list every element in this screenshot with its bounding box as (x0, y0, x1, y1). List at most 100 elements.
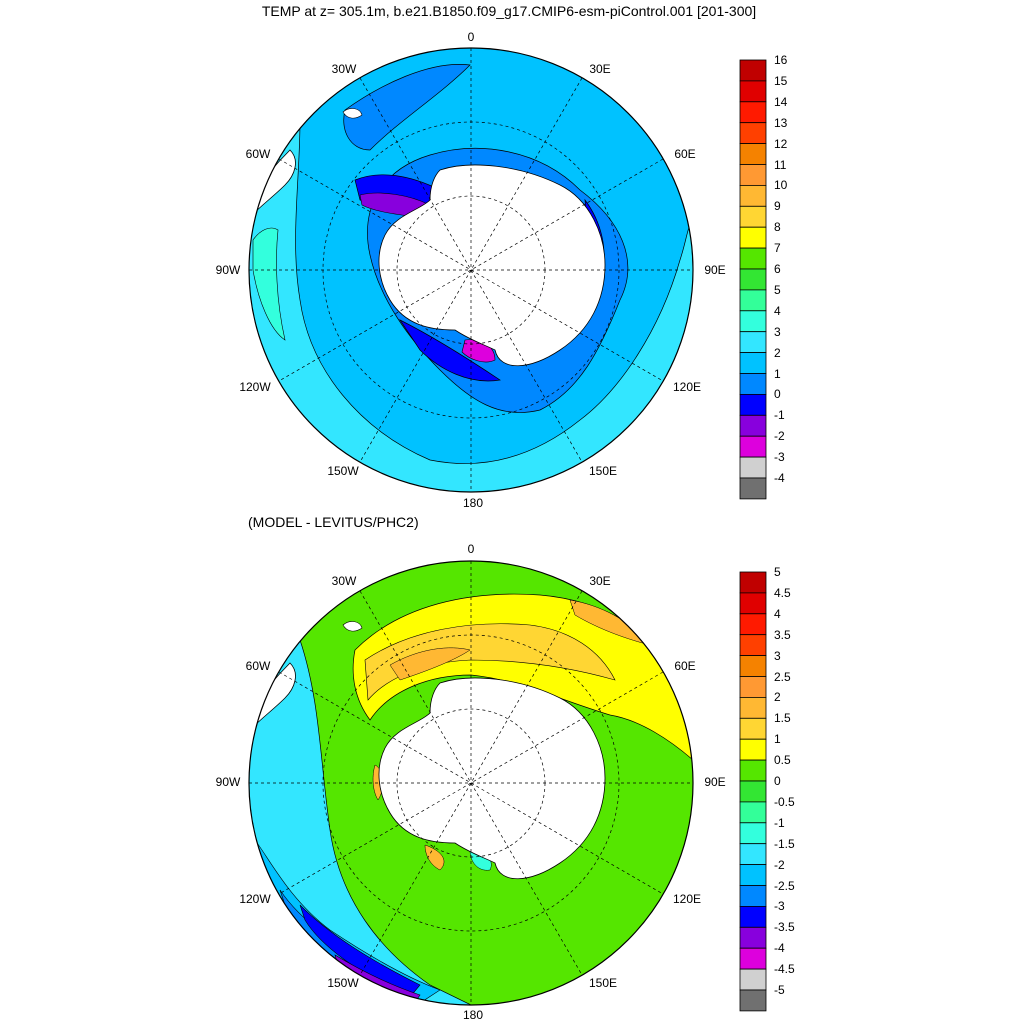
colorbar-box (739, 122, 767, 144)
colorbar-box (739, 143, 767, 165)
colorbar-box (739, 717, 767, 740)
lon-label-0: 0 (467, 30, 475, 44)
colorbar-box (739, 843, 767, 866)
lon-label-180: 180 (462, 496, 484, 510)
top-map-grid (249, 48, 693, 492)
difference-title: (MODEL - LEVITUS/PHC2) (248, 514, 419, 530)
lon-label-90e: 90E (704, 775, 726, 789)
lon-label-90e: 90E (704, 263, 726, 277)
colorbar-tick-label: 5 (774, 282, 781, 297)
colorbar-box (739, 780, 767, 803)
colorbar-tick-label: -0.5 (774, 794, 795, 809)
colorbar-tick-label: -1.5 (774, 836, 795, 851)
antarctica-landmass (378, 677, 606, 880)
colorbar-tick-label: 3 (774, 324, 781, 339)
colorbar-tick-label: 11 (774, 157, 787, 172)
colorbar-tick-label: 1.5 (774, 711, 791, 726)
lon-label-60e: 60E (674, 147, 696, 161)
colorbar-box (739, 759, 767, 782)
colorbar-tick-label: -2 (774, 429, 785, 444)
colorbar-tick-label: -1 (774, 408, 785, 423)
lon-label-150w: 150W (327, 464, 359, 478)
colorbar-box (739, 738, 767, 761)
colorbar-tick-label: -3.5 (774, 920, 795, 935)
lon-label-30w: 30W (331, 62, 357, 76)
colorbar-tick-label: -3 (774, 899, 785, 914)
lon-label-60w: 60W (245, 659, 271, 673)
lon-label-120w: 120W (239, 380, 271, 394)
colorbar-tick-label: -4 (774, 471, 785, 485)
antarctica-landmass (378, 164, 606, 367)
colorbar-box (739, 310, 767, 333)
colorbar-box (739, 885, 767, 907)
colorbar-box (739, 571, 767, 594)
colorbar-box (739, 331, 767, 354)
colorbar-box (739, 592, 767, 615)
colorbar-tick-label: 16 (774, 53, 788, 67)
colorbar-box (739, 101, 767, 124)
colorbar-box (739, 373, 767, 395)
colorbar-box (739, 906, 767, 928)
colorbar-tick-label: 6 (774, 262, 781, 276)
south-georgia (342, 621, 363, 632)
colorbar-box (739, 59, 767, 82)
colorbar-tick-label: -5 (774, 983, 785, 997)
colorbar-box (739, 477, 767, 500)
colorbar-box (739, 352, 767, 374)
south-georgia (342, 108, 363, 119)
colorbar-box (739, 613, 767, 636)
colorbar-tick-label: 2 (774, 345, 781, 360)
bottom-map-border (248, 560, 694, 1006)
colorbar-tick-label: 3 (774, 648, 781, 663)
colorbar-box (739, 184, 767, 207)
lon-label-90w: 90W (215, 263, 241, 277)
colorbar-tick-label: 4.5 (774, 585, 791, 600)
colorbar-tick-label: 9 (774, 199, 781, 214)
colorbar-tick-label: -1 (774, 815, 785, 830)
colorbar-tick-label: 7 (774, 241, 781, 256)
lon-label-120w: 120W (239, 892, 271, 906)
colorbar-tick-label: 13 (774, 115, 788, 130)
colorbar-box (739, 968, 767, 991)
negative-strong (299, 904, 421, 998)
lon-label-30e: 30E (589, 62, 611, 76)
colorbar-tick-label: 1 (774, 366, 781, 381)
colorbar-box (739, 676, 767, 698)
colorbar-tick-label: -2 (774, 857, 785, 872)
colorbar-tick-label: -2.5 (774, 878, 795, 893)
lon-label-150w: 150W (327, 976, 359, 990)
colorbar-box (739, 655, 767, 677)
colorbar-tick-label: -3 (774, 450, 785, 465)
lon-label-30e: 30E (589, 574, 611, 588)
colorbar-tick-label: 2.5 (774, 669, 791, 684)
colorbar-tick-label: 12 (774, 136, 788, 151)
map-title: TEMP at z= 305.1m, b.e21.B1850.f09_g17.C… (261, 3, 757, 19)
colorbar-box (739, 697, 767, 719)
cold-blue-weddell (343, 64, 471, 151)
colorbar-tick-label: 8 (774, 220, 781, 235)
lon-label-30w: 30W (331, 574, 357, 588)
colorbar-box (739, 393, 767, 416)
bottom-map-grid (249, 561, 693, 1005)
colorbar-box (739, 801, 767, 824)
colorbar-tick-label: -4 (774, 941, 785, 956)
colorbar-box (739, 822, 767, 845)
lon-label-60e: 60E (674, 659, 696, 673)
colorbar-box (739, 947, 767, 970)
colorbar-box (739, 414, 767, 437)
colorbar-box (739, 164, 767, 186)
colorbar-box (739, 289, 767, 312)
bottom-colorbar (739, 571, 767, 1012)
colorbar-tick-label: 2 (774, 690, 781, 705)
colorbar-tick-label: 5 (774, 565, 781, 579)
colorbar-box (739, 989, 767, 1012)
top-colorbar (739, 59, 767, 500)
top-map-border (248, 47, 694, 493)
colorbar-box (739, 80, 767, 103)
colorbar-tick-label: 0 (774, 774, 781, 788)
colorbar-tick-label: 4 (774, 606, 781, 621)
lon-label-180: 180 (462, 1008, 484, 1022)
lon-label-0: 0 (467, 542, 475, 556)
colorbar-tick-label: -4.5 (774, 962, 795, 977)
